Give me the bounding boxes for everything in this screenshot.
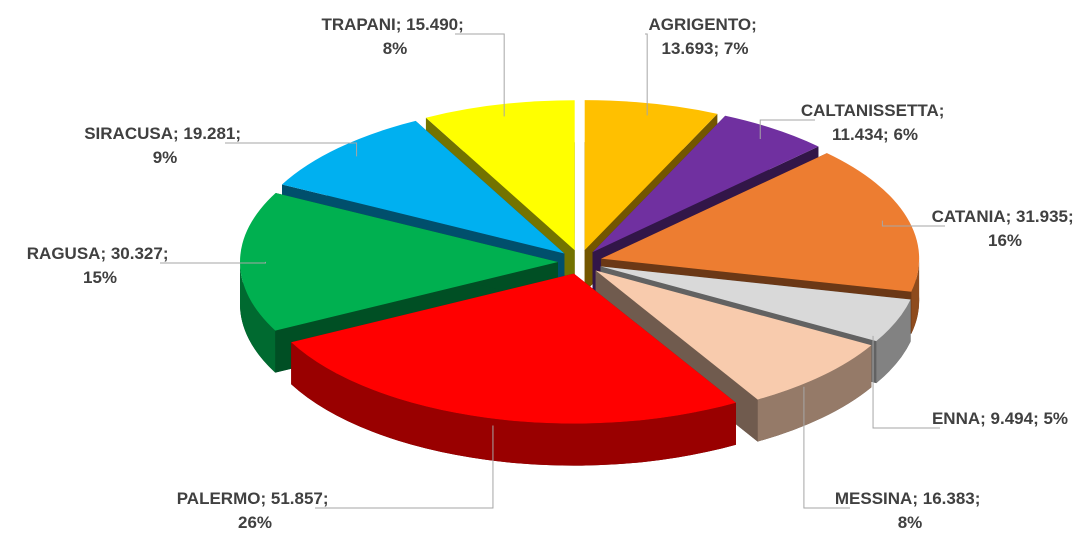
label-part: 6%	[893, 125, 918, 144]
slice-side	[291, 342, 736, 466]
slice-top	[240, 193, 559, 331]
data-label: PALERMO; 51.857; 26%	[177, 489, 334, 532]
label-part: ;	[235, 124, 245, 143]
label-part: PALERMO	[177, 489, 261, 508]
label-part: 9.494	[991, 409, 1034, 428]
label-part: ;	[939, 101, 949, 120]
slice-top	[600, 266, 911, 342]
label-part: 16%	[988, 231, 1022, 250]
leader-line	[225, 142, 358, 157]
leader-line	[455, 33, 505, 117]
slice-side	[757, 345, 872, 442]
label-part: 7%	[724, 39, 749, 58]
label-part: 8%	[898, 513, 923, 532]
label-part: ;	[883, 125, 893, 144]
leader-line	[881, 220, 945, 227]
data-label: MESSINA; 16.383; 8%	[835, 489, 985, 532]
data-label: AGRIGENTO; 13.693; 7%	[648, 15, 761, 58]
label-part: CATANIA	[932, 207, 1006, 226]
label-part: ;	[975, 489, 985, 508]
label-part: CALTANISSETTA	[801, 101, 939, 120]
slice-side	[911, 258, 920, 334]
slice-side	[240, 261, 276, 373]
slice-top	[592, 115, 819, 253]
leader-line	[803, 386, 850, 509]
slice-top	[281, 120, 565, 254]
label-part: SIRACUSA	[84, 124, 173, 143]
leader-line	[872, 335, 940, 429]
label-part: ;	[173, 124, 183, 143]
label-part: TRAPANI	[321, 15, 395, 34]
data-label: RAGUSA; 30.327; 15%	[27, 244, 173, 287]
slice-top	[425, 100, 575, 251]
label-part: 8%	[383, 39, 408, 58]
label-part: ;	[163, 244, 173, 263]
label-part: 19.281	[183, 124, 235, 143]
data-label: CATANIA; 31.935; 16%	[932, 207, 1079, 250]
label-part: ;	[912, 489, 922, 508]
label-part: AGRIGENTO	[648, 15, 751, 34]
label-part: ;	[980, 409, 990, 428]
label-part: ENNA	[932, 409, 980, 428]
label-part: 11.434	[832, 125, 884, 144]
label-part: 26%	[238, 513, 272, 532]
label-part: ;	[458, 15, 468, 34]
label-part: 51.857	[271, 489, 323, 508]
label-part: ;	[714, 39, 724, 58]
leader-line	[759, 119, 815, 139]
label-part: 13.693	[662, 39, 714, 58]
leader-line	[160, 261, 266, 264]
label-part: 15.490	[406, 15, 458, 34]
label-part: ;	[323, 489, 333, 508]
label-part: ;	[1033, 409, 1043, 428]
data-label: ENNA; 9.494; 5%	[932, 409, 1068, 428]
slice-top	[601, 153, 920, 292]
data-label: SIRACUSA; 19.281; 9%	[84, 124, 246, 167]
label-part: 16.383	[923, 489, 975, 508]
data-label: TRAPANI; 15.490; 8%	[321, 15, 468, 58]
leader-line	[645, 33, 648, 116]
label-part: ;	[396, 15, 406, 34]
label-part: RAGUSA	[27, 244, 101, 263]
label-part: 9%	[153, 148, 178, 167]
label-part: ;	[1068, 207, 1078, 226]
label-part: ;	[1006, 207, 1016, 226]
leader-line	[315, 425, 494, 509]
slice-top	[291, 273, 736, 424]
label-part: MESSINA	[835, 489, 912, 508]
slice-top	[584, 100, 718, 251]
slice-top	[595, 270, 872, 400]
data-label: CALTANISSETTA; 11.434; 6%	[801, 101, 949, 144]
label-part: 5%	[1043, 409, 1068, 428]
pie-slice	[291, 273, 736, 466]
label-part: 31.935	[1016, 207, 1068, 226]
label-part: ;	[260, 489, 270, 508]
label-part: 15%	[83, 268, 117, 287]
slice-side	[876, 299, 911, 384]
label-part: ;	[100, 244, 110, 263]
label-part: ;	[751, 15, 761, 34]
label-part: 30.327	[111, 244, 163, 263]
